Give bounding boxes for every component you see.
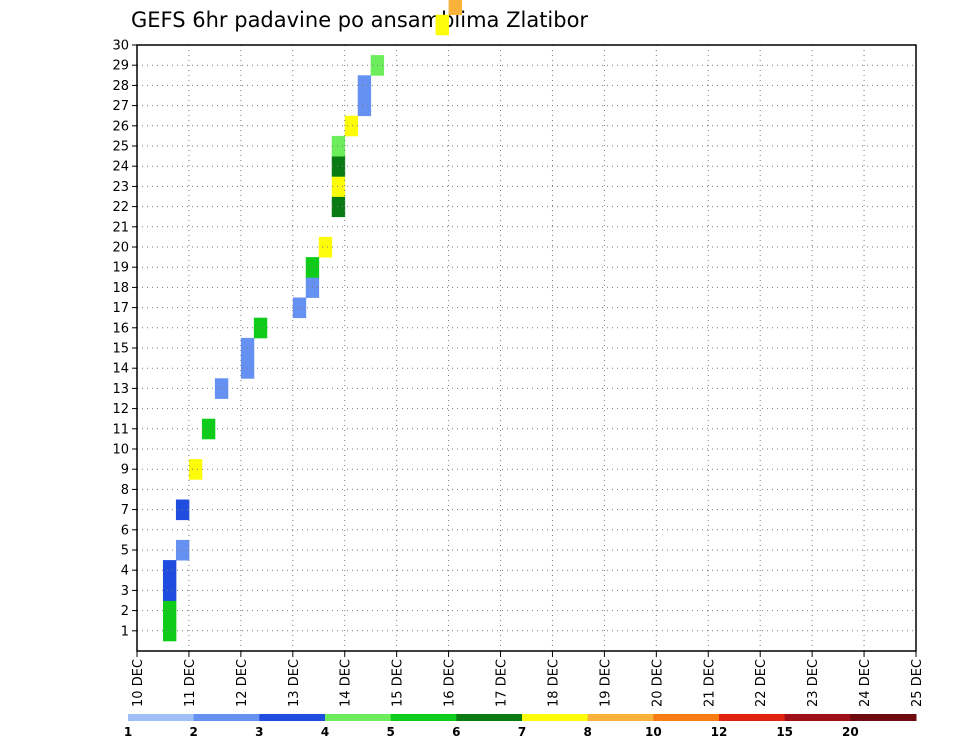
heatmap-cell — [344, 115, 359, 137]
y-tick-label: 18 — [112, 281, 129, 296]
legend-label: 4 — [321, 725, 329, 739]
legend-swatch — [850, 714, 917, 721]
legend-swatch — [719, 714, 786, 721]
y-tick-label: 28 — [112, 79, 129, 94]
x-tick-label: 16 DEC — [443, 659, 458, 707]
y-tick-label: 20 — [112, 241, 129, 256]
x-tick-label: 19 DEC — [598, 659, 613, 707]
color-legend: 1 2 3 4 5 6 7 8 10 12 15 20 — [124, 714, 917, 739]
heatmap-cell — [201, 418, 216, 440]
y-tick-label: 2 — [121, 604, 129, 619]
x-tick-label: 10 DEC — [131, 659, 146, 707]
heatmap-cell — [292, 297, 307, 319]
x-tick-label: 20 DEC — [650, 659, 665, 707]
heatmap-cell — [162, 560, 177, 581]
legend-swatch — [456, 714, 523, 721]
legend-label: 7 — [518, 725, 526, 739]
heatmap-cell — [357, 75, 372, 96]
y-tick-label: 26 — [112, 119, 129, 134]
x-tick-label: 24 DEC — [858, 659, 873, 707]
y-tick-label: 17 — [112, 301, 129, 316]
y-tick-label: 8 — [121, 483, 129, 498]
heatmap-cell — [435, 14, 449, 36]
x-tick-label: 21 DEC — [702, 659, 717, 707]
y-tick-label: 22 — [112, 200, 129, 215]
heatmap-cell — [448, 0, 462, 16]
legend-swatch — [653, 714, 720, 721]
y-tick-label: 9 — [121, 463, 129, 478]
y-tick-label: 30 — [112, 39, 129, 54]
y-tick-label: 27 — [112, 99, 129, 114]
legend-swatch — [193, 714, 260, 721]
heatmap-cell — [331, 156, 346, 177]
legend-label: 1 — [124, 725, 132, 739]
legend-swatch — [325, 714, 392, 721]
x-tick-label: 23 DEC — [806, 659, 821, 707]
gridlines — [137, 45, 916, 651]
heatmap-cell — [331, 176, 346, 197]
legend-label: 10 — [645, 725, 662, 739]
legend-label: 8 — [583, 725, 591, 739]
x-tick-label: 15 DEC — [391, 659, 406, 707]
chart-title: GEFS 6hr padavine po ansamblima Zlatibor — [131, 8, 588, 32]
x-tick-label: 11 DEC — [183, 659, 198, 707]
y-tick-label: 4 — [121, 564, 129, 579]
heatmap-cells — [162, 0, 462, 642]
legend-swatch — [587, 714, 654, 721]
legend-label: 6 — [452, 725, 460, 739]
y-tick-label: 12 — [112, 402, 129, 417]
y-tick-label: 13 — [112, 382, 129, 397]
y-tick-label: 6 — [121, 523, 129, 538]
y-tick-label: 21 — [112, 220, 129, 235]
x-tick-label: 17 DEC — [495, 659, 510, 707]
heatmap-cell — [214, 378, 229, 399]
y-tick-label: 14 — [112, 362, 129, 377]
y-tick-label: 15 — [112, 342, 129, 357]
legend-label: 3 — [255, 725, 263, 739]
heatmap-cell — [318, 236, 333, 258]
heatmap-cell — [253, 317, 268, 339]
y-tick-label: 10 — [112, 443, 129, 458]
y-tick-label: 25 — [112, 140, 129, 155]
y-tick-label: 7 — [121, 503, 129, 518]
legend-swatch — [128, 714, 195, 721]
heatmap-cell — [188, 459, 203, 480]
x-tick-label: 25 DEC — [910, 659, 925, 707]
y-tick-label: 11 — [112, 422, 129, 437]
heatmap-cell — [162, 580, 177, 601]
x-tick-label: 18 DEC — [546, 659, 561, 707]
legend-label: 5 — [386, 725, 394, 739]
y-tick-label: 29 — [112, 59, 129, 74]
y-axis-ticks: 1234567891011121314151617181920212223242… — [112, 39, 137, 639]
legend-swatch — [522, 714, 589, 721]
y-tick-label: 19 — [112, 261, 129, 276]
x-tick-label: 14 DEC — [339, 659, 354, 707]
x-tick-label: 22 DEC — [754, 659, 769, 707]
heatmap-cell — [162, 620, 177, 642]
legend-label: 15 — [776, 725, 793, 739]
legend-label: 2 — [189, 725, 197, 739]
heatmap-cell — [162, 600, 177, 622]
heatmap-cell — [331, 196, 346, 218]
y-tick-label: 24 — [112, 160, 129, 175]
legend-label: 20 — [842, 725, 859, 739]
x-axis-ticks: 10 DEC 11 DEC 12 DEC 13 DEC 14 DEC 15 DEC 16 D… — [131, 651, 925, 707]
legend-label: 12 — [711, 725, 728, 739]
legend-swatch — [390, 714, 457, 721]
legend-swatch — [259, 714, 326, 721]
x-tick-label: 13 DEC — [287, 659, 302, 707]
y-tick-label: 3 — [121, 584, 129, 599]
x-tick-label: 12 DEC — [235, 659, 250, 707]
y-tick-label: 5 — [121, 544, 129, 559]
legend-swatch — [784, 714, 851, 721]
y-tick-label: 16 — [112, 321, 129, 336]
heatmap-cell — [331, 135, 346, 157]
y-tick-label: 1 — [121, 624, 129, 639]
heatmap-cell — [357, 95, 372, 117]
y-tick-label: 23 — [112, 180, 129, 195]
